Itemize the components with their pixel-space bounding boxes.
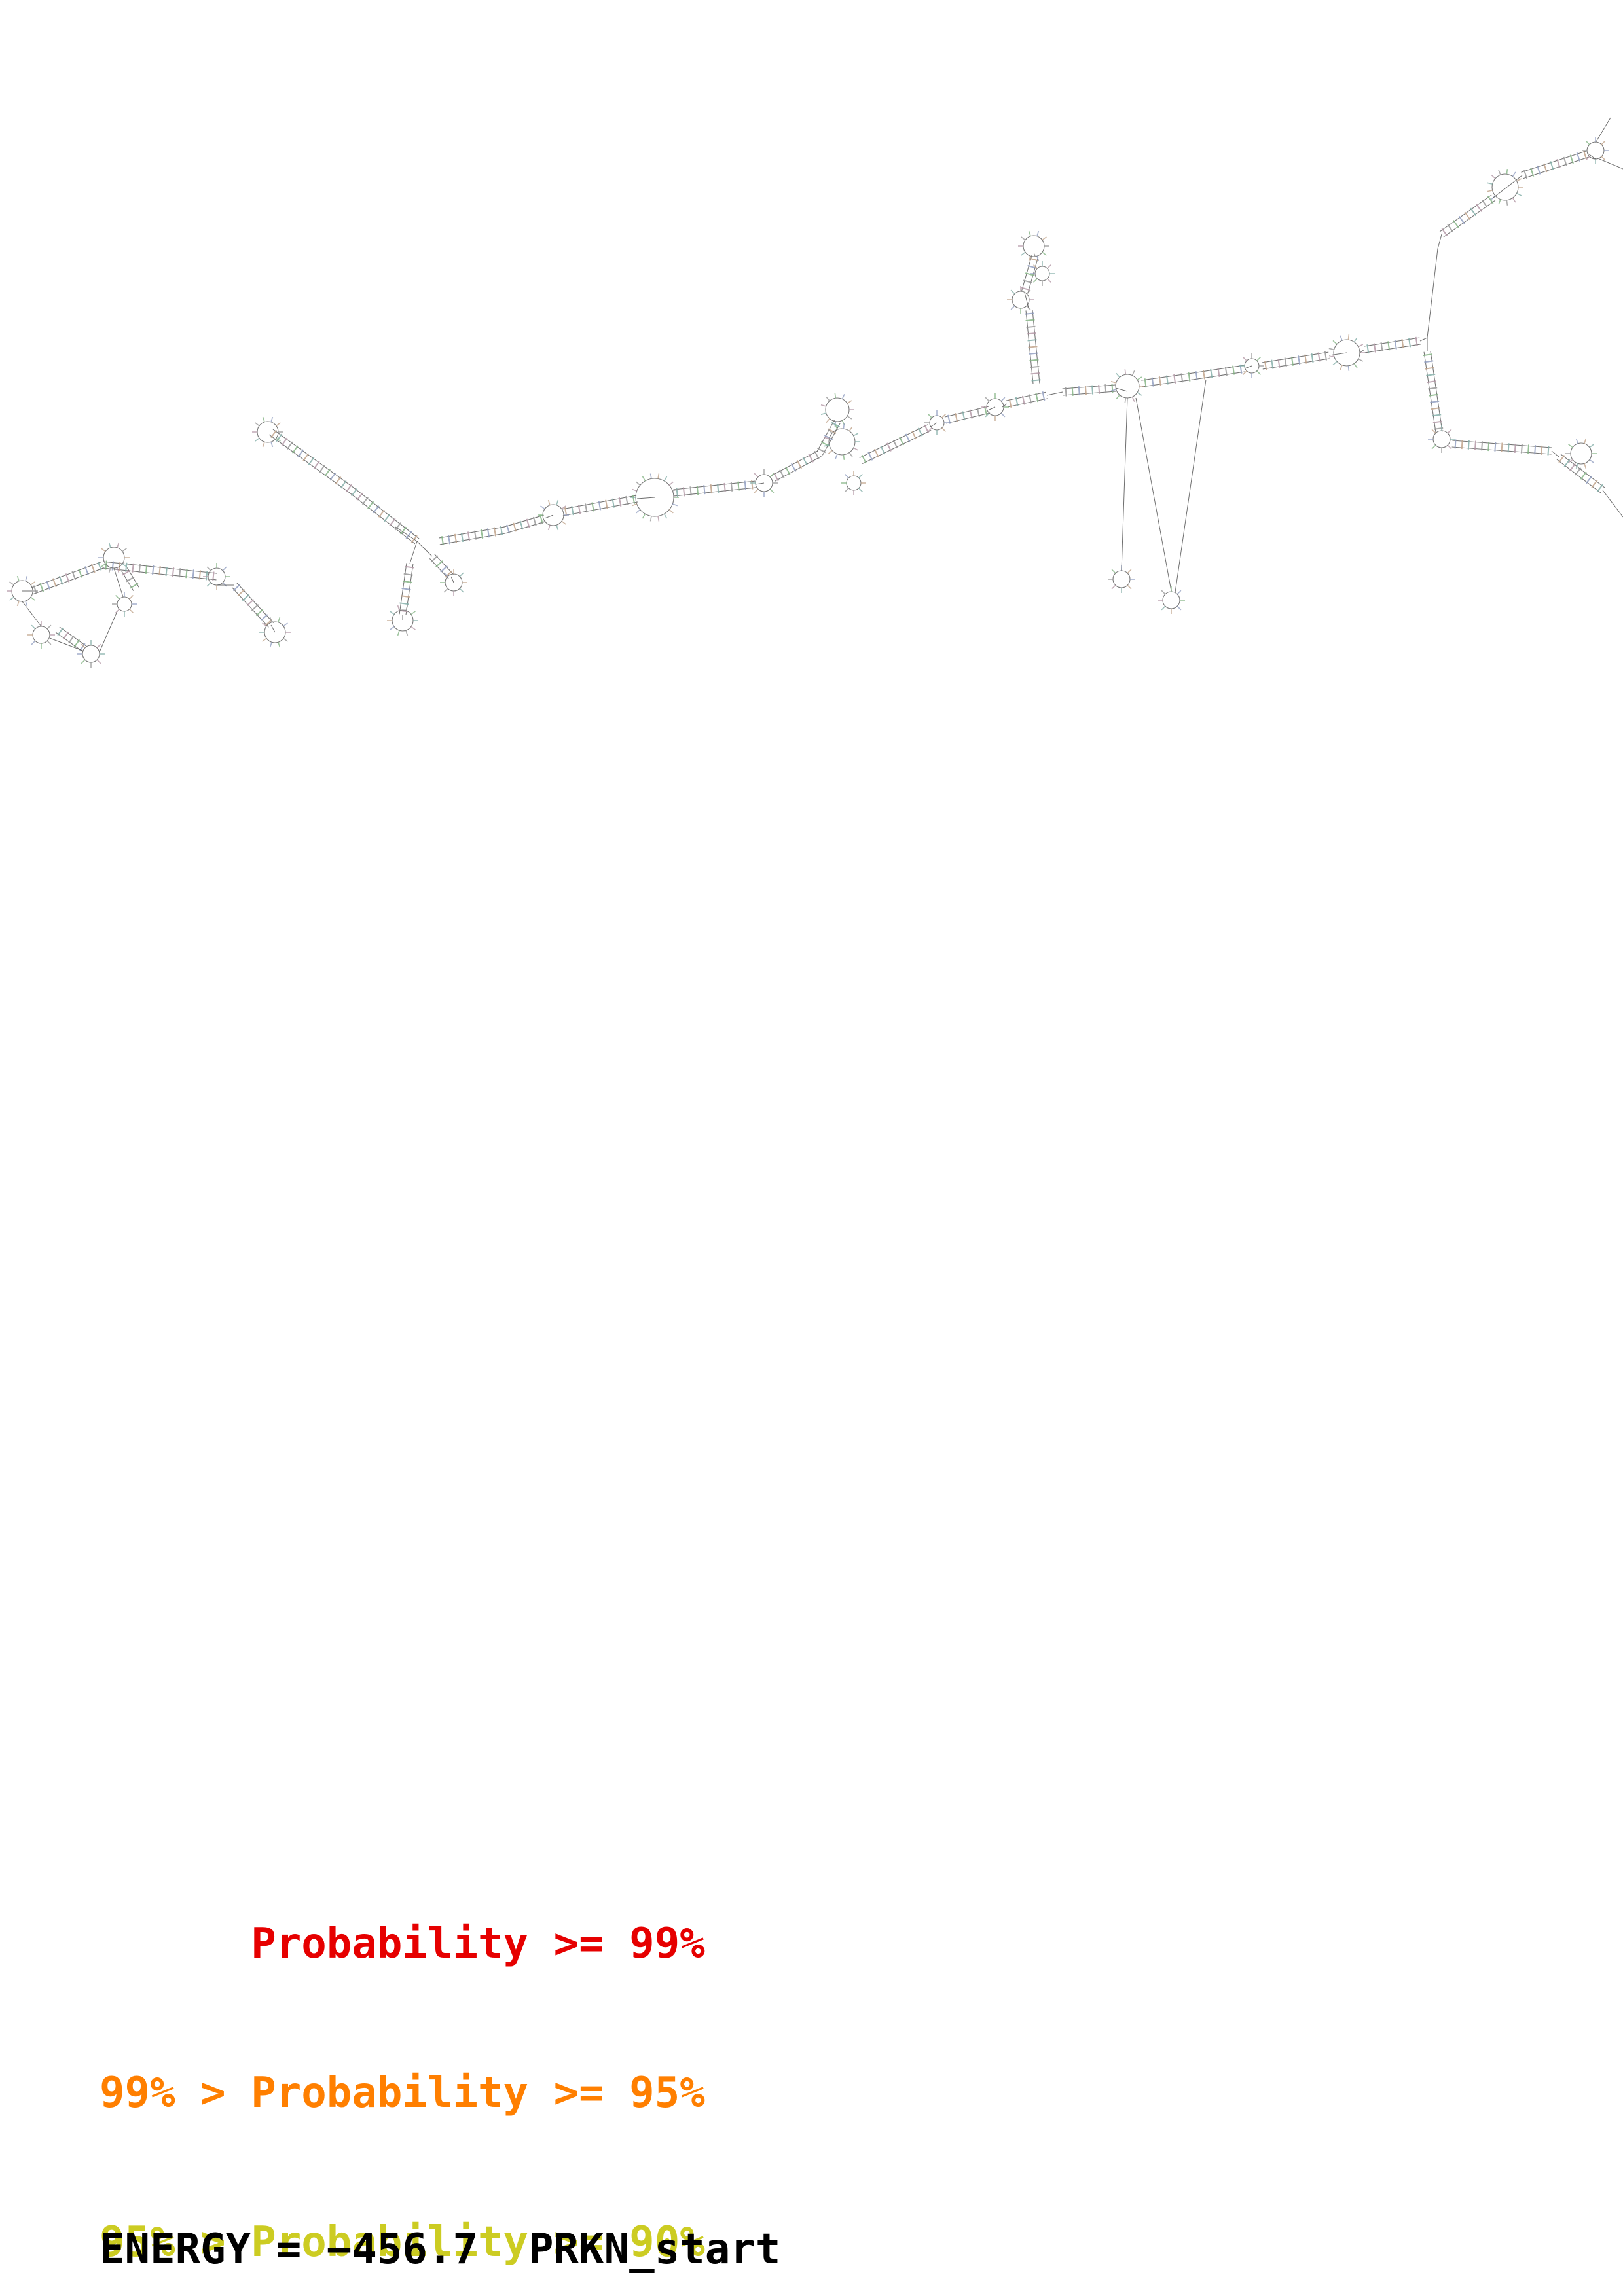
energy-label: ENERGY = −456.7 PRKN_start [100, 2225, 781, 2274]
legend-entry: 99% > Probability >= 95% [100, 2069, 705, 2117]
legend-entry: 95% > Probability >= 90% [100, 2218, 705, 2267]
probability-legend: Probability >= 99% 99% > Probability >= … [100, 1820, 705, 2296]
rna-structure-diagram [7, 117, 1623, 668]
legend-entry: Probability >= 99% [100, 1920, 705, 1968]
